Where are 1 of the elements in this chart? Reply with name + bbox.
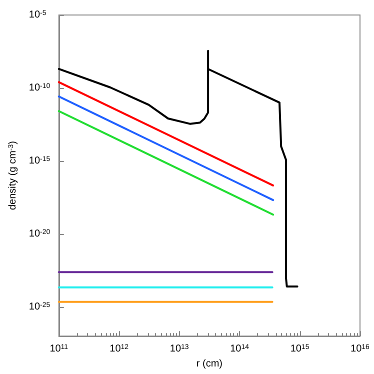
x-axis-title: r (cm) <box>196 358 223 370</box>
